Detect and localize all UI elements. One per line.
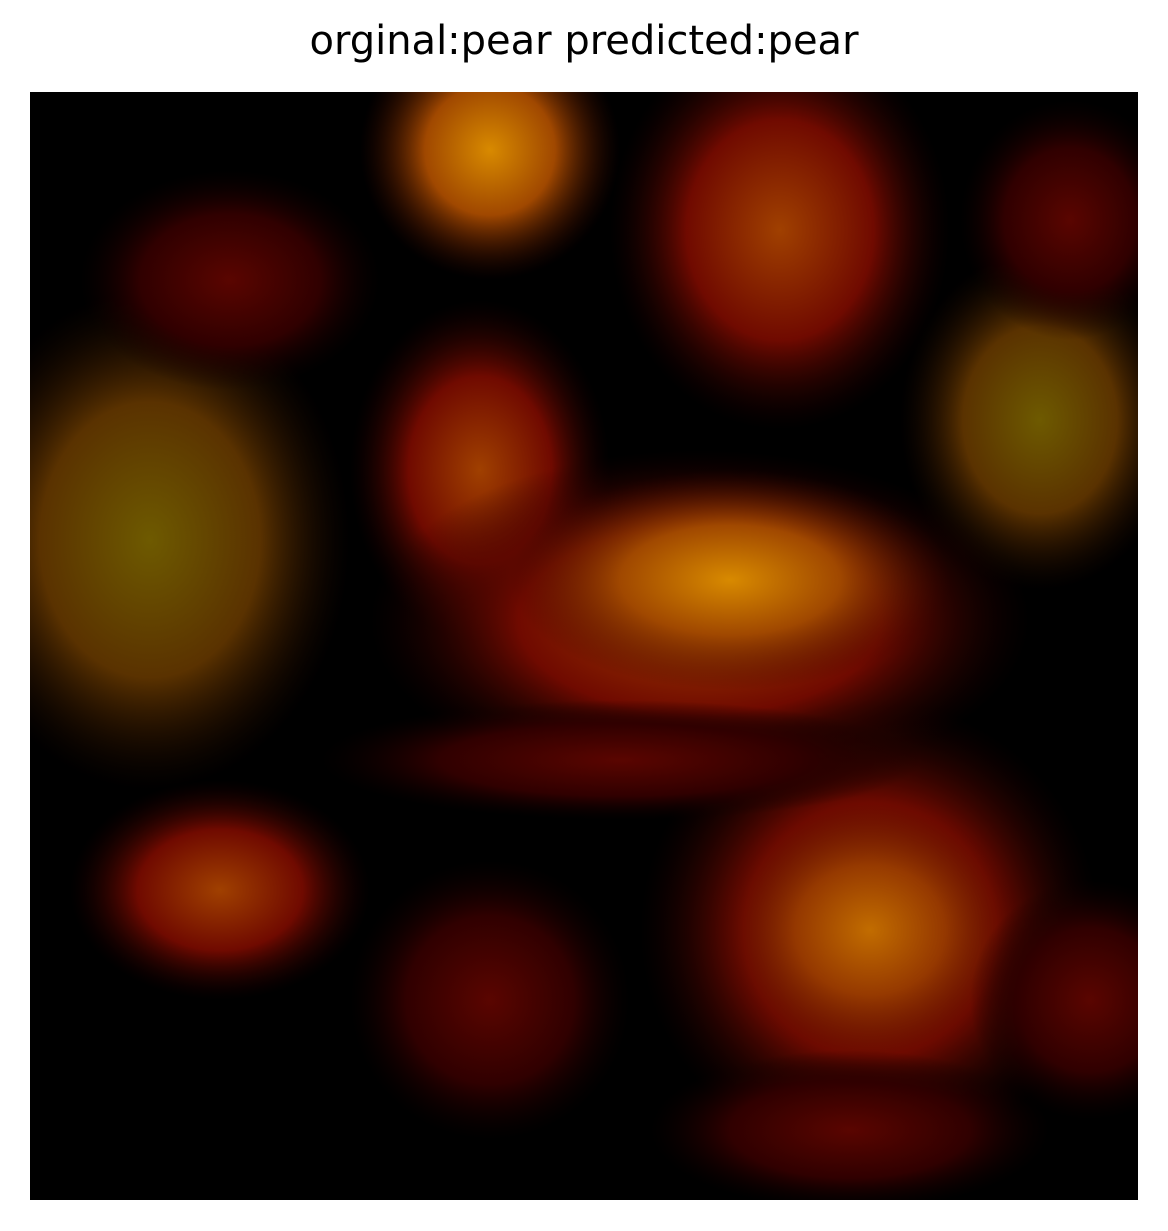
blob [360,92,620,280]
blob [320,700,920,820]
blob [510,470,950,690]
blob [30,290,350,790]
blob [960,100,1138,340]
blob [70,780,370,1000]
blob [720,800,1020,1060]
image-title: orginal:pear predicted:pear [309,18,859,64]
blob [970,880,1138,1120]
blob [610,92,950,430]
image [30,92,1138,1200]
blob [80,170,380,390]
blob [350,860,630,1140]
blob [650,1050,1050,1200]
